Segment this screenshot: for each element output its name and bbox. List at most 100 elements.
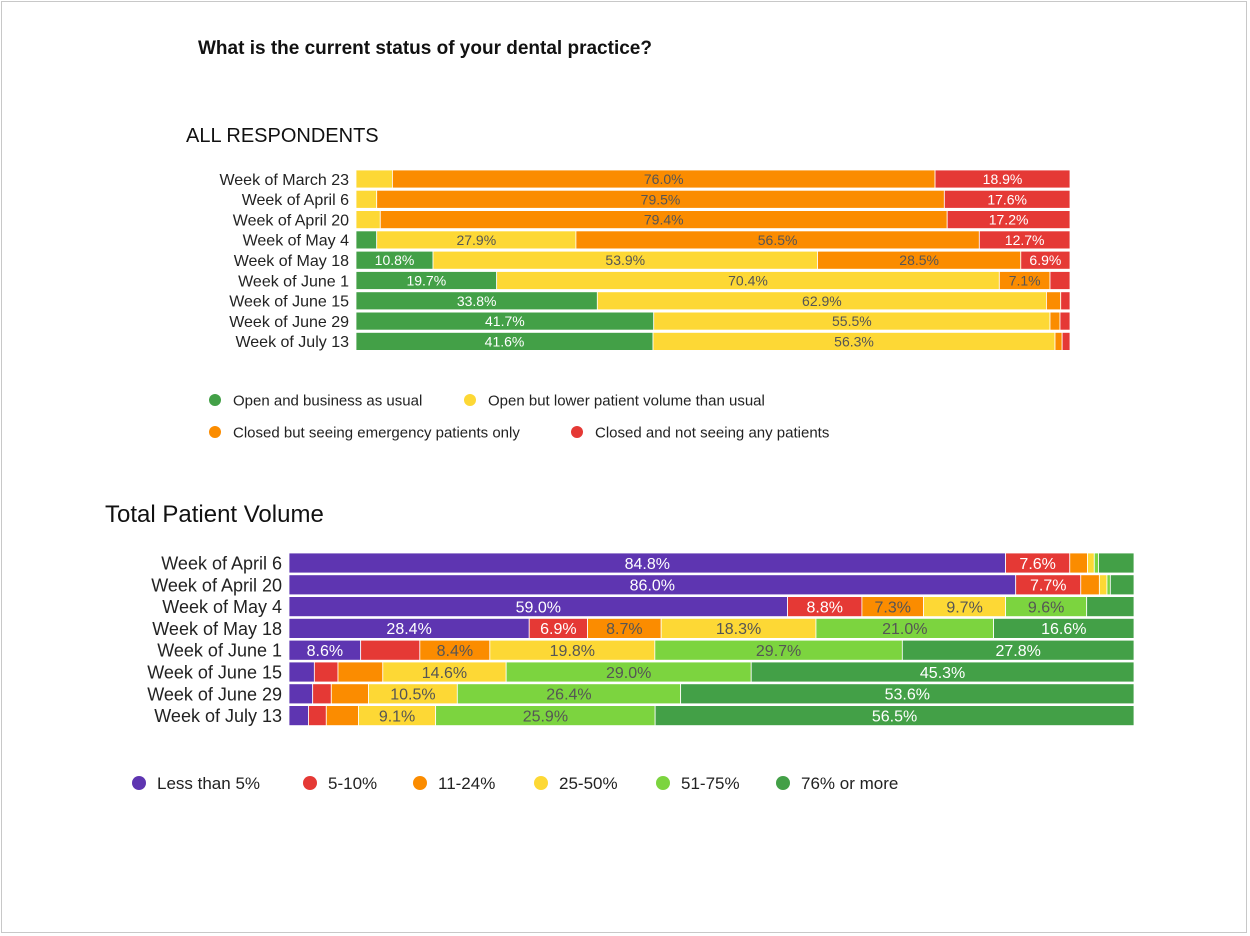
data-label: 53.9% <box>605 252 645 268</box>
data-label: 76.0% <box>644 171 684 187</box>
category-label: Week of April 6 <box>242 192 349 209</box>
bar-segment <box>934 169 1071 189</box>
data-label: 17.2% <box>989 212 1029 228</box>
category-label: Week of April 6 <box>161 553 282 573</box>
data-label: 12.7% <box>1005 232 1045 248</box>
bar-segment <box>1098 552 1135 574</box>
bar-segment <box>1049 311 1061 331</box>
bar-segment <box>288 705 309 726</box>
data-label: 21.0% <box>882 621 927 638</box>
bar-segment <box>355 189 378 209</box>
bar-segment <box>750 661 1135 683</box>
data-label: 8.4% <box>437 643 473 660</box>
data-label: 8.6% <box>307 643 343 660</box>
data-label: 84.8% <box>625 556 670 573</box>
legend-label: Open and business as usual <box>233 392 422 409</box>
bar-segment <box>1069 552 1088 574</box>
category-label: Week of May 18 <box>234 253 349 270</box>
data-label: 19.7% <box>406 273 446 289</box>
bar-segment <box>1061 331 1071 351</box>
category-label: Week of June 29 <box>147 684 282 704</box>
category-label: Week of May 4 <box>243 233 350 250</box>
bar-segment <box>901 639 1135 661</box>
data-label: 16.6% <box>1041 621 1086 638</box>
bar-segment <box>1086 596 1135 617</box>
data-label: 6.9% <box>1029 252 1061 268</box>
legend-swatch <box>776 776 790 790</box>
legend-swatch <box>209 394 221 406</box>
chart-title: ALL RESPONDENTS <box>186 125 379 147</box>
legend-swatch <box>209 426 221 438</box>
legend-swatch <box>303 776 317 790</box>
legend-label: 25-50% <box>559 774 618 793</box>
data-label: 9.1% <box>379 708 415 725</box>
data-label: 19.8% <box>550 643 595 660</box>
legend-swatch <box>534 776 548 790</box>
bar-segment <box>288 661 315 683</box>
legend-label: Open but lower patient volume than usual <box>488 392 765 409</box>
data-label: 26.4% <box>546 687 591 704</box>
legend-label: Closed but seeing emergency patients onl… <box>233 424 520 441</box>
legend-label: Less than 5% <box>157 774 260 793</box>
data-label: 27.8% <box>995 643 1040 660</box>
data-label: 29.7% <box>756 643 801 660</box>
data-label: 18.3% <box>716 621 761 638</box>
data-label: 59.0% <box>516 599 561 616</box>
data-label: 45.3% <box>920 665 965 682</box>
legend-swatch <box>656 776 670 790</box>
bar-segment <box>355 230 378 250</box>
bar-segment <box>943 189 1071 209</box>
category-label: Week of July 13 <box>154 706 282 726</box>
data-label: 62.9% <box>802 293 842 309</box>
page-title: What is the current status of your denta… <box>198 38 652 59</box>
bar-segment <box>355 210 381 230</box>
category-label: Week of May 4 <box>162 597 282 617</box>
chart-title: Total Patient Volume <box>105 501 324 528</box>
bar-segment <box>325 705 359 726</box>
category-label: Week of April 20 <box>233 212 349 229</box>
category-label: Week of March 23 <box>219 172 349 189</box>
category-label: Week of July 13 <box>235 334 349 351</box>
bar-segment <box>312 683 332 705</box>
data-label: 28.4% <box>386 621 431 638</box>
data-label: 79.5% <box>641 191 681 207</box>
bar-segment <box>330 683 369 705</box>
bar-segment <box>288 683 314 705</box>
bar-segment <box>654 705 1135 726</box>
bar-segment <box>978 230 1071 250</box>
data-label: 9.7% <box>946 599 982 616</box>
bar-segment <box>1060 291 1071 311</box>
data-label: 79.4% <box>644 212 684 228</box>
data-label: 8.7% <box>606 621 642 638</box>
category-label: Week of May 18 <box>152 619 282 639</box>
category-label: Week of April 20 <box>151 575 282 595</box>
category-label: Week of June 15 <box>229 294 349 311</box>
data-label: 9.6% <box>1028 599 1064 616</box>
bar-segment <box>313 661 339 683</box>
data-label: 7.6% <box>1019 556 1055 573</box>
data-label: 7.1% <box>1009 273 1041 289</box>
bar-segment <box>360 639 421 661</box>
data-label: 25.9% <box>523 708 568 725</box>
bar-segment <box>1059 311 1071 331</box>
bar-segment <box>1087 552 1095 574</box>
bar-segment <box>1106 574 1111 596</box>
legend-label: 11-24% <box>438 774 495 793</box>
data-label: 7.3% <box>875 599 911 616</box>
data-label: 18.9% <box>983 171 1023 187</box>
data-label: 29.0% <box>606 665 651 682</box>
legend-label: 51-75% <box>681 774 740 793</box>
data-label: 27.9% <box>456 232 496 248</box>
category-label: Week of June 29 <box>229 314 349 331</box>
legend-swatch <box>464 394 476 406</box>
data-label: 33.8% <box>457 293 497 309</box>
bar-segment <box>1080 574 1100 596</box>
bar-segment <box>308 705 327 726</box>
chart-total-patient-volume: Total Patient Volume Week of April 6 84.8%… <box>105 501 1135 793</box>
bar-segment <box>355 169 393 189</box>
bar-segment <box>993 618 1135 639</box>
data-label: 10.5% <box>390 687 435 704</box>
data-label: 56.3% <box>834 333 874 349</box>
bar-segment <box>1109 574 1135 596</box>
